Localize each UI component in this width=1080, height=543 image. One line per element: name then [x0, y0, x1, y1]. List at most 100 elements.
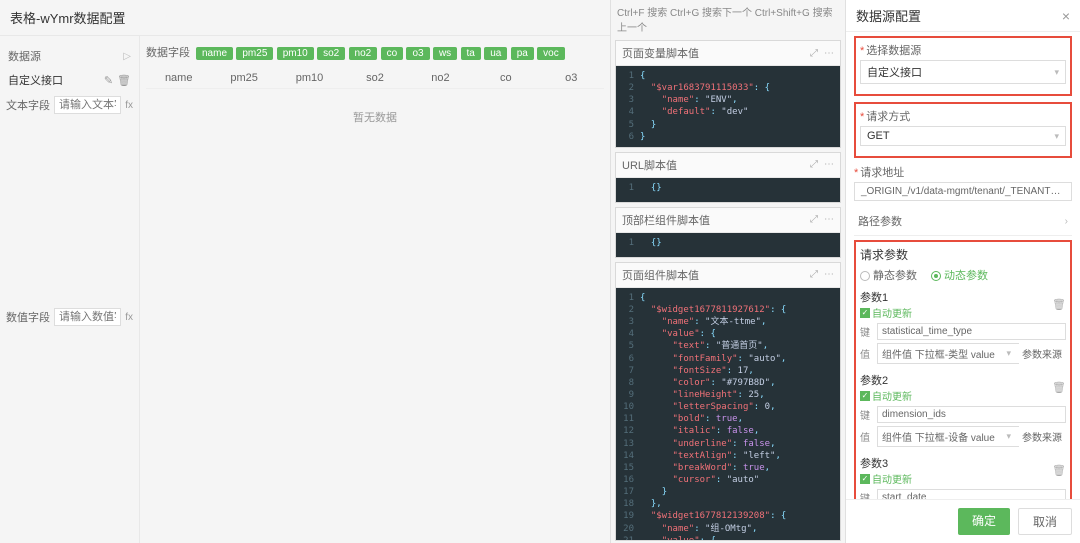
field-tag[interactable]: o3	[406, 47, 429, 60]
table-col: co	[473, 72, 538, 84]
chevron-right-icon: ▷	[123, 51, 131, 62]
fx-icon[interactable]: fx	[125, 312, 133, 323]
field-tag[interactable]: pm25	[236, 47, 273, 60]
page-title: 表格-wYmr数据配置	[0, 0, 610, 36]
table-col: so2	[342, 72, 407, 84]
text-field-input[interactable]	[54, 96, 121, 114]
addr-label: 请求地址	[854, 164, 1072, 180]
field-tag[interactable]: pa	[511, 47, 534, 60]
edit-icon[interactable]: ✎	[104, 74, 113, 87]
field-tag[interactable]: ta	[461, 47, 481, 60]
param-block: 参数2 ✓自动更新🗑键值组件值 下拉框-设备 value▾参数来源	[860, 372, 1066, 447]
fx-icon[interactable]: fx	[125, 100, 133, 111]
delete-icon[interactable]: 🗑	[1052, 381, 1066, 394]
data-source-row[interactable]: 数据源 ▷	[6, 44, 133, 68]
method-label: 请求方式	[860, 108, 1066, 124]
code-page-widget[interactable]: 1{2 "$widget1677811927612": {3 "name": "…	[616, 288, 840, 540]
dots-icon[interactable]: ⋯	[824, 269, 834, 280]
url-script-title: URL脚本值	[622, 157, 677, 173]
expand-icon[interactable]: ⤢	[810, 48, 818, 59]
source-select[interactable]: 自定义接口 ▾	[860, 60, 1066, 84]
table-col: pm25	[211, 72, 276, 84]
source-label: 选择数据源	[860, 42, 1066, 58]
delete-icon[interactable]: 🗑	[117, 74, 131, 87]
code-top-widget[interactable]: 1 {}	[616, 233, 840, 257]
field-tag[interactable]: pm10	[277, 47, 314, 60]
expand-icon[interactable]: ⤢	[810, 159, 818, 170]
field-tag[interactable]: ws	[433, 47, 457, 60]
left-content: 数据字段 name pm25 pm10 so2 no2 co o3 ws ta …	[140, 36, 610, 543]
delete-icon[interactable]: 🗑	[1052, 464, 1066, 477]
text-field-row: 文本字段 fx	[6, 96, 133, 114]
data-table: namepm25pm10so2no2coo3 暂无数据	[146, 72, 604, 145]
custom-interface-label: 自定义接口	[8, 72, 63, 88]
table-col: pm10	[277, 72, 342, 84]
search-hint: Ctrl+F 搜索 Ctrl+G 搜索下一个 Ctrl+Shift+G 搜索上一…	[611, 0, 845, 38]
param-source-button[interactable]: 参数来源	[1018, 427, 1066, 446]
field-tag[interactable]: so2	[317, 47, 345, 60]
page-vars-section: 页面变量脚本值 ⤢⋯ 1{2 "$var1683791115033": {3 "…	[615, 40, 841, 148]
right-panel: 数据源配置 × 选择数据源 自定义接口 ▾ 请求方式 GET ▾ 请求地址	[845, 0, 1080, 543]
chevron-down-icon: ▾	[1054, 131, 1059, 142]
custom-interface-row[interactable]: 自定义接口 ✎ 🗑	[6, 68, 133, 92]
delete-icon[interactable]: 🗑	[1052, 298, 1066, 311]
auto-update[interactable]: ✓自动更新	[860, 471, 912, 486]
mid-panel: Ctrl+F 搜索 Ctrl+G 搜索下一个 Ctrl+Shift+G 搜索上一…	[610, 0, 845, 543]
table-header: namepm25pm10so2no2coo3	[146, 72, 604, 89]
auto-update[interactable]: ✓自动更新	[860, 388, 912, 403]
cancel-button[interactable]: 取消	[1018, 508, 1072, 535]
auto-update[interactable]: ✓自动更新	[860, 305, 912, 320]
table-col: name	[146, 72, 211, 84]
request-params-box: 请求参数 静态参数 动态参数 参数1 ✓自动更新🗑键值组件值 下拉框-类型 va…	[854, 240, 1072, 499]
table-col: no2	[408, 72, 473, 84]
expand-icon[interactable]: ⤢	[810, 269, 818, 280]
numeric-field-label: 数值字段	[6, 309, 50, 325]
field-tags: 数据字段 name pm25 pm10 so2 no2 co o3 ws ta …	[146, 44, 604, 60]
param-key-input[interactable]	[877, 489, 1066, 499]
dots-icon[interactable]: ⋯	[824, 214, 834, 225]
expand-icon[interactable]: ⤢	[810, 214, 818, 225]
url-script-section: URL脚本值 ⤢ ⋯ 1 {}	[615, 152, 841, 203]
top-widget-section: 顶部栏组件脚本值 ⤢ ⋯ 1 {}	[615, 207, 841, 258]
param-block: 参数3 ✓自动更新🗑键值脚本值▾参数来源	[860, 455, 1066, 499]
method-box: 请求方式 GET ▾	[854, 102, 1072, 158]
table-col: o3	[539, 72, 604, 84]
ok-button[interactable]: 确定	[958, 508, 1010, 535]
text-field-label: 文本字段	[6, 97, 50, 113]
field-tag[interactable]: ua	[484, 47, 507, 60]
addr-input[interactable]: _ORIGIN_/v1/data-mgmt/tenant/_TENANT_ID_…	[854, 182, 1072, 201]
table-empty: 暂无数据	[146, 89, 604, 145]
param-key-input[interactable]	[877, 406, 1066, 423]
param-key-input[interactable]	[877, 323, 1066, 340]
fields-label: 数据字段	[146, 44, 190, 60]
param-value-select[interactable]: 组件值 下拉框-类型 value	[877, 343, 1019, 364]
dots-icon[interactable]: ⋯	[824, 159, 834, 170]
numeric-field-row: 数值字段 fx	[6, 308, 133, 326]
param-value-select[interactable]: 组件值 下拉框-设备 value	[877, 426, 1019, 447]
param-block: 参数1 ✓自动更新🗑键值组件值 下拉框-类型 value▾参数来源	[860, 289, 1066, 364]
dots-icon[interactable]: ⋯	[824, 48, 834, 59]
page-widget-title: 页面组件脚本值	[622, 267, 699, 283]
top-widget-title: 顶部栏组件脚本值	[622, 212, 710, 228]
numeric-field-input[interactable]	[54, 308, 121, 326]
chevron-right-icon: ›	[1065, 216, 1068, 227]
method-select[interactable]: GET ▾	[860, 126, 1066, 146]
left-panel: 表格-wYmr数据配置 数据源 ▷ 自定义接口 ✎ 🗑 文本字段 fx 数值字段	[0, 0, 610, 543]
close-icon[interactable]: ×	[1062, 8, 1070, 24]
source-select-box: 选择数据源 自定义接口 ▾	[854, 36, 1072, 96]
request-params-title: 请求参数	[860, 246, 1066, 263]
footer: 确定 取消	[846, 499, 1080, 543]
code-url[interactable]: 1 {}	[616, 178, 840, 202]
tab-static[interactable]: 静态参数	[860, 267, 917, 283]
code-page-vars[interactable]: 1{2 "$var1683791115033": {3 "name": "ENV…	[616, 66, 840, 147]
param-source-button[interactable]: 参数来源	[1018, 344, 1066, 363]
tab-dynamic[interactable]: 动态参数	[931, 267, 988, 283]
field-tag[interactable]: co	[381, 47, 404, 60]
route-params-row[interactable]: 路径参数 ›	[854, 207, 1072, 236]
data-source-label: 数据源	[8, 48, 41, 64]
left-sidebar: 数据源 ▷ 自定义接口 ✎ 🗑 文本字段 fx 数值字段 fx	[0, 36, 140, 543]
field-tag[interactable]: voc	[537, 47, 565, 60]
chevron-down-icon: ▾	[1054, 67, 1059, 78]
field-tag[interactable]: no2	[349, 47, 378, 60]
field-tag[interactable]: name	[196, 47, 233, 60]
